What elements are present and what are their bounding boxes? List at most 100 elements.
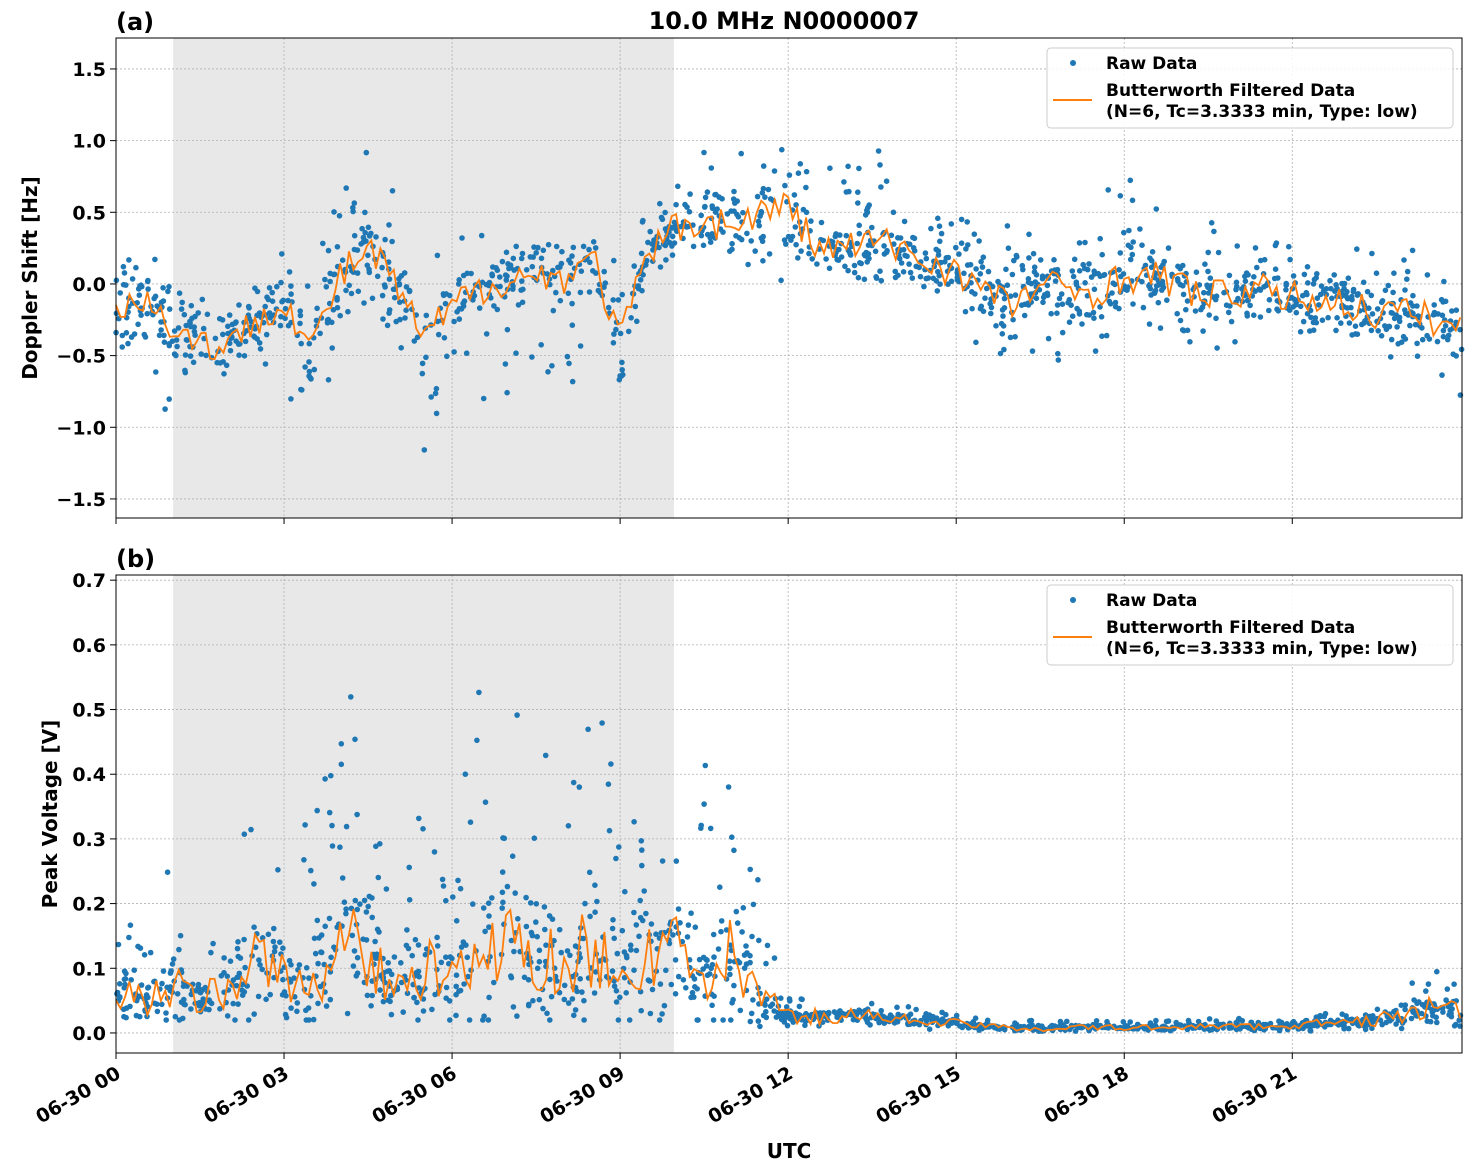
raw-data-point: [172, 1013, 179, 1020]
raw-data-point: [692, 984, 698, 990]
raw-data-point: [239, 992, 246, 998]
raw-data-point: [242, 338, 249, 345]
raw-data-point: [1257, 287, 1264, 293]
raw-data-point: [923, 255, 930, 262]
raw-data-point: [550, 267, 556, 274]
raw-data-point: [555, 264, 561, 271]
raw-data-point: [1328, 285, 1334, 292]
raw-data-point: [298, 340, 305, 347]
plot-frame: [115, 37, 1463, 519]
raw-data-point: [403, 307, 409, 314]
raw-data-point: [638, 838, 645, 844]
raw-data-point: [613, 326, 619, 333]
raw-data-point: [1127, 177, 1134, 184]
raw-data-point: [1180, 283, 1186, 289]
raw-data-point: [1058, 291, 1065, 297]
legend-raw-marker: [1070, 597, 1076, 603]
raw-data-point: [802, 1022, 808, 1029]
raw-data-point: [1064, 1018, 1070, 1025]
raw-data-point: [233, 982, 240, 989]
raw-data-point: [896, 255, 903, 262]
raw-data-point: [1202, 261, 1208, 268]
raw-data-point: [236, 352, 242, 359]
raw-data-point: [1419, 325, 1425, 331]
raw-data-point: [923, 1012, 930, 1018]
raw-data-point: [707, 825, 714, 832]
raw-data-point: [1163, 1018, 1170, 1025]
raw-data-point: [1228, 318, 1235, 325]
raw-data-point: [1318, 1013, 1325, 1020]
raw-data-point: [121, 976, 128, 983]
raw-data-point: [726, 958, 733, 964]
raw-data-point: [1086, 261, 1092, 267]
raw-data-point: [1112, 299, 1119, 306]
raw-data-point: [1039, 273, 1046, 280]
raw-data-point: [1431, 302, 1437, 308]
raw-data-point: [765, 186, 772, 193]
raw-data-point: [659, 1011, 665, 1017]
raw-data-point: [138, 982, 145, 988]
raw-data-point: [1129, 197, 1136, 204]
raw-data-point: [262, 303, 269, 310]
raw-data-point: [455, 281, 462, 287]
raw-data-point: [759, 190, 766, 196]
raw-data-point: [740, 209, 746, 216]
raw-data-point: [716, 194, 722, 200]
raw-data-point: [631, 967, 637, 973]
raw-data-point: [625, 328, 632, 335]
y-tick-label: 1.0: [72, 131, 106, 153]
raw-data-point: [443, 984, 450, 991]
raw-data-point: [352, 736, 358, 743]
raw-data-point: [892, 268, 898, 275]
raw-data-point: [637, 914, 644, 921]
raw-data-point: [491, 303, 497, 309]
raw-data-point: [817, 1010, 824, 1017]
raw-data-point: [165, 288, 171, 295]
raw-data-point: [1001, 305, 1008, 311]
raw-data-point: [447, 1017, 453, 1023]
raw-data-point: [728, 208, 734, 214]
raw-data-point: [639, 862, 645, 869]
raw-data-point: [1065, 299, 1071, 306]
raw-data-point: [855, 189, 861, 195]
raw-data-point: [357, 901, 363, 907]
raw-data-point: [318, 949, 324, 955]
raw-data-point: [161, 332, 167, 339]
raw-data-point: [571, 1012, 577, 1019]
raw-data-point: [312, 950, 319, 957]
raw-data-point: [718, 928, 724, 935]
raw-data-point: [480, 905, 487, 911]
raw-data-point: [1093, 1018, 1100, 1024]
raw-data-point: [1369, 311, 1376, 317]
raw-data-point: [350, 269, 357, 276]
raw-data-point: [923, 1016, 930, 1023]
raw-data-point: [504, 883, 511, 890]
raw-data-point: [255, 993, 262, 1000]
raw-data-point: [351, 200, 358, 206]
raw-data-point: [570, 244, 577, 251]
raw-data-point: [760, 1012, 767, 1019]
raw-data-point: [865, 204, 871, 211]
raw-data-point: [1322, 1024, 1328, 1030]
raw-data-point: [1344, 305, 1351, 311]
raw-data-point: [1082, 239, 1088, 246]
raw-data-point: [978, 258, 984, 265]
raw-data-point: [212, 335, 219, 342]
raw-data-point: [270, 938, 277, 945]
raw-data-point: [694, 1017, 700, 1023]
raw-data-point: [259, 966, 266, 973]
raw-data-point: [623, 952, 630, 959]
raw-data-point: [791, 192, 798, 198]
raw-data-point: [958, 240, 965, 246]
raw-data-point: [928, 225, 934, 232]
raw-data-point: [242, 964, 248, 971]
raw-data-point: [262, 361, 269, 367]
raw-data-point: [379, 292, 386, 299]
raw-data-point: [1314, 295, 1321, 302]
raw-data-point: [609, 968, 616, 974]
raw-data-point: [1440, 327, 1447, 334]
raw-data-point: [336, 213, 343, 219]
raw-data-point: [605, 304, 612, 311]
raw-data-point: [1026, 255, 1032, 261]
raw-data-point: [962, 308, 969, 315]
